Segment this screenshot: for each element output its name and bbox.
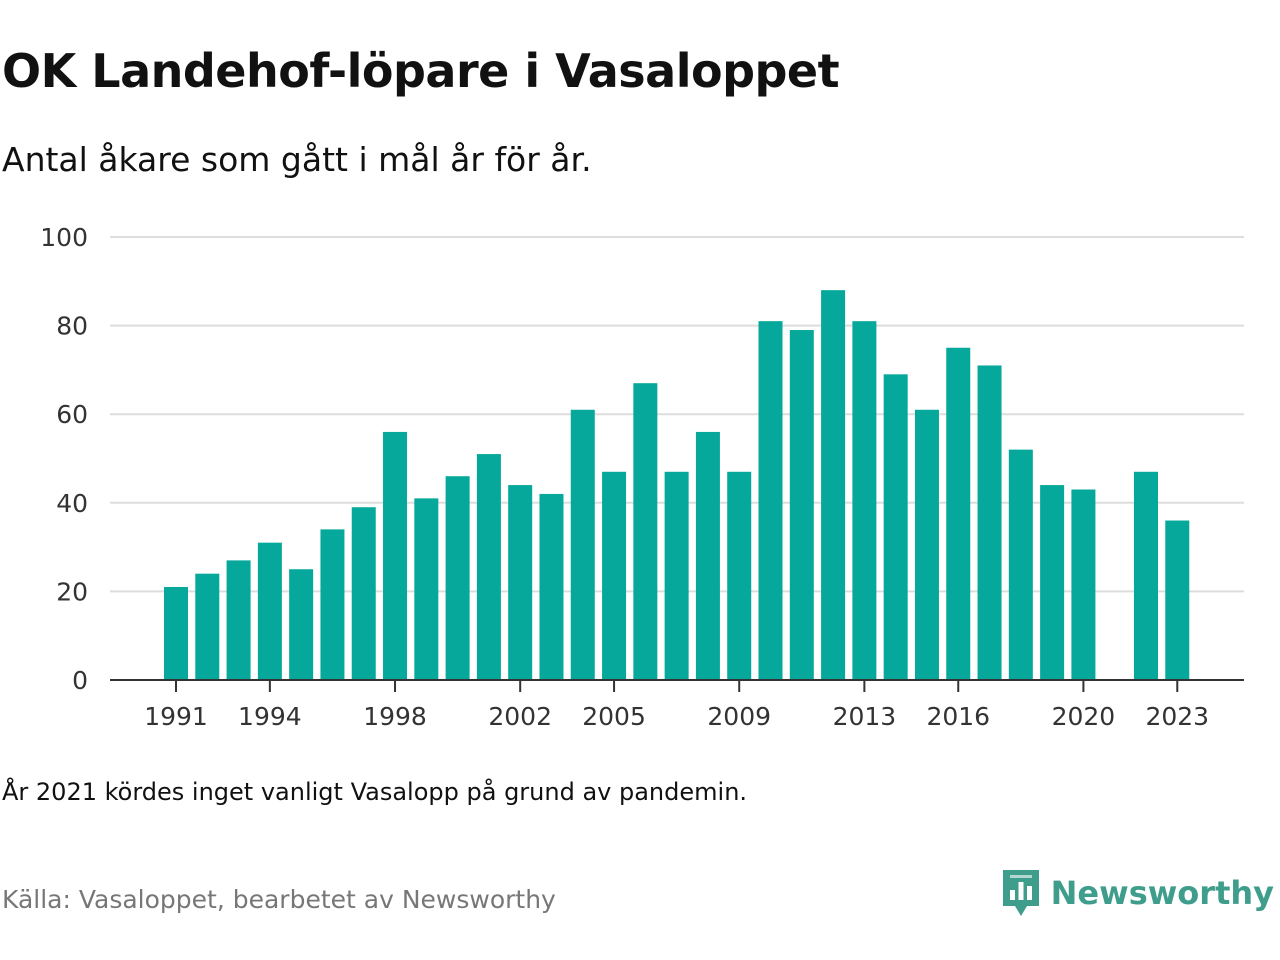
chart-title: OK Landehof-löpare i Vasaloppet <box>2 44 840 98</box>
x-tick-label: 2023 <box>1145 702 1209 731</box>
bar-2005 <box>602 471 627 680</box>
y-tick-label: 0 <box>72 666 88 695</box>
bar-2023 <box>1165 520 1190 680</box>
bar-1999 <box>414 498 439 680</box>
bar-1995 <box>289 569 314 680</box>
bar-2001 <box>476 454 501 680</box>
bar-2007 <box>664 471 689 680</box>
bar-2008 <box>695 431 720 680</box>
y-tick-label: 60 <box>56 400 88 429</box>
footnote: År 2021 kördes inget vanligt Vasalopp på… <box>2 778 748 806</box>
axes: 0 20 40 60 80 100 1991 1994 1998 2002 2005 2009 2013… <box>40 223 1244 731</box>
bar-2000 <box>445 476 470 680</box>
bar-1991 <box>164 586 188 680</box>
bar-1992 <box>195 573 220 680</box>
bar-1996 <box>320 529 345 680</box>
bar-2002 <box>508 485 533 680</box>
bar-chart: 0 20 40 60 80 100 1991 1994 1998 2002 2005 2009 2013… <box>40 223 1244 731</box>
brand-logo[interactable]: Newsworthy <box>1001 868 1274 918</box>
bar-2003 <box>539 493 564 680</box>
x-tick-label: 1994 <box>238 702 302 731</box>
y-tick-label: 80 <box>56 312 88 341</box>
x-tick-label: 2016 <box>926 702 990 731</box>
bar-2013 <box>852 321 877 680</box>
bar-2018 <box>1008 449 1033 680</box>
y-tick-label: 100 <box>40 223 88 252</box>
bar-2016 <box>946 347 971 680</box>
bar-2011 <box>789 330 814 680</box>
bar-2020 <box>1071 489 1096 680</box>
y-tick-label: 40 <box>56 489 88 518</box>
bar-2012 <box>821 290 846 680</box>
bar-2004 <box>570 409 595 680</box>
brand-name: Newsworthy <box>1050 874 1274 912</box>
bar-2019 <box>1040 485 1065 680</box>
y-tick-label: 20 <box>56 577 88 606</box>
newsworthy-logo-icon <box>1002 870 1039 916</box>
chart-subtitle: Antal åkare som gått i mål år för år. <box>2 140 592 179</box>
x-tick-label: 2009 <box>707 702 771 731</box>
bar-2009 <box>727 471 752 680</box>
bar-2022 <box>1133 471 1158 680</box>
bar-1994 <box>257 542 282 680</box>
x-tick-label: 1991 <box>144 702 208 731</box>
bar-2006 <box>633 383 658 680</box>
x-tick-label: 2002 <box>488 702 552 731</box>
bar-1993 <box>226 560 251 680</box>
bar-2010 <box>758 321 783 680</box>
bar-1997 <box>351 507 376 680</box>
bars <box>164 290 1190 680</box>
bar-2015 <box>914 409 939 680</box>
bar-2017 <box>977 365 1002 680</box>
x-tick-label: 2013 <box>833 702 897 731</box>
x-tick-label: 2020 <box>1052 702 1116 731</box>
bar-1998 <box>383 431 408 680</box>
source-credit: Källa: Vasaloppet, bearbetet av Newswort… <box>2 885 556 914</box>
bar-2014 <box>883 374 908 680</box>
x-tick-label: 1998 <box>363 702 427 731</box>
x-tick-label: 2005 <box>582 702 646 731</box>
